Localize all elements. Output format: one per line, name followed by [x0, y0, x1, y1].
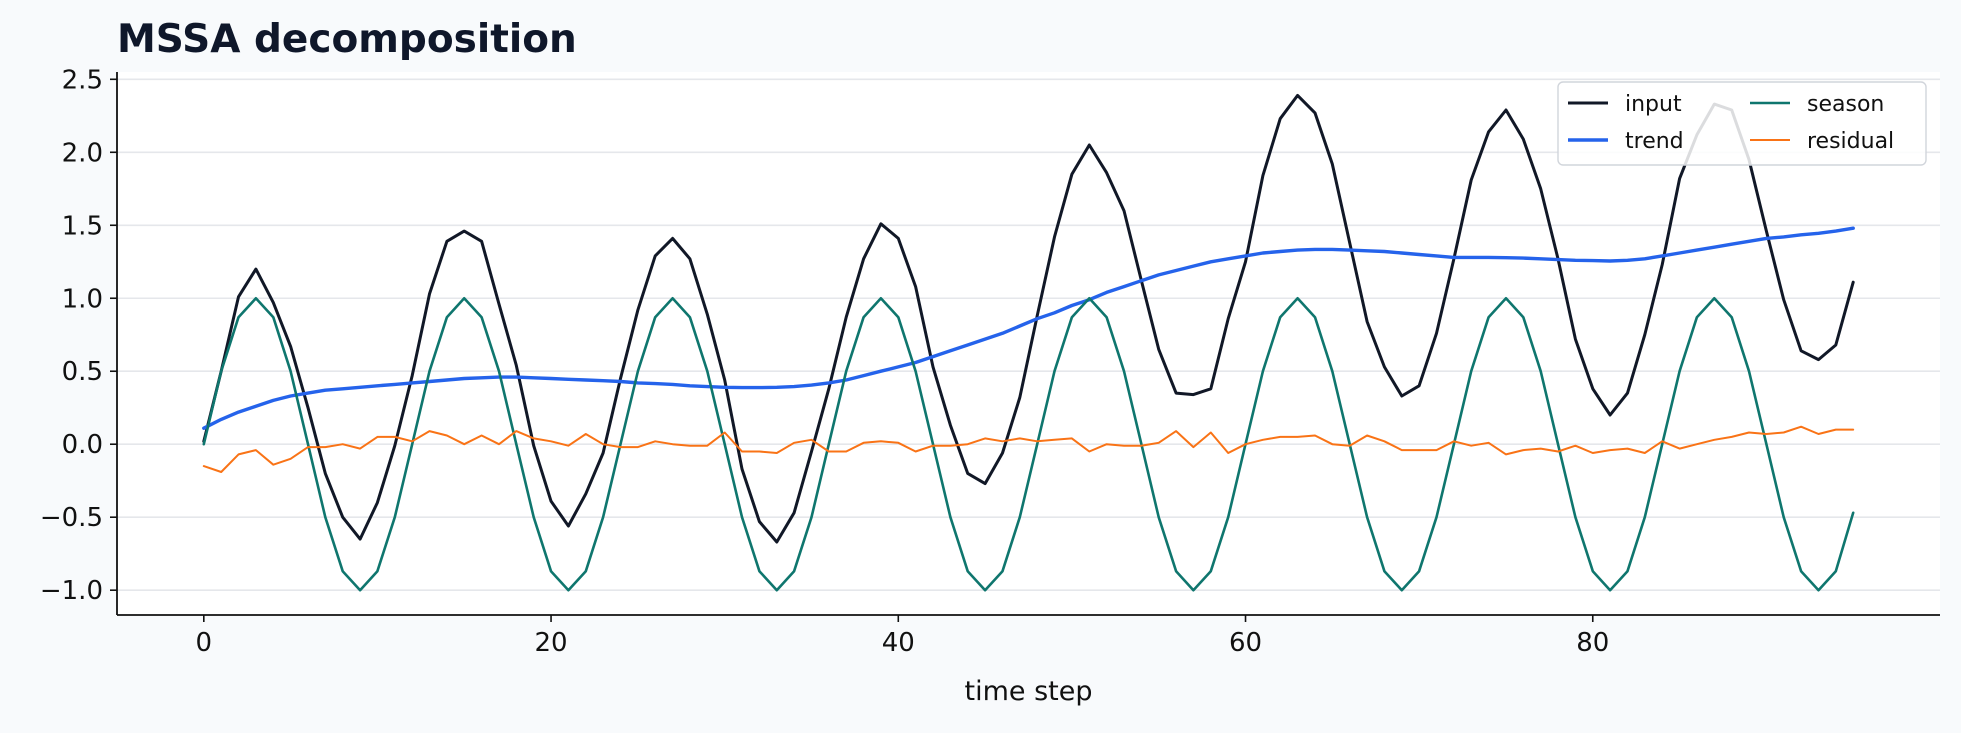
y-tick-label: 1.0 — [62, 284, 103, 314]
y-tick-label: 2.0 — [62, 138, 103, 168]
legend-box — [1557, 81, 1927, 166]
y-tick-label: 0.5 — [62, 357, 103, 387]
x-axis-label: time step — [965, 676, 1093, 707]
series-line-season — [202, 296, 1855, 592]
series-line-residual — [202, 425, 1855, 473]
y-tick-label: 0.0 — [62, 430, 103, 460]
series-lines — [202, 93, 1855, 592]
legend-label-input: input — [1625, 92, 1682, 117]
series-line-trend — [202, 226, 1855, 430]
legend: input trend season residual — [1557, 81, 1927, 166]
x-tick-label: 60 — [1229, 628, 1262, 658]
series-line-input — [202, 93, 1855, 544]
chart-title: MSSA decomposition — [117, 17, 577, 62]
x-tick-label: 20 — [535, 628, 568, 658]
legend-label-season: season — [1807, 92, 1884, 117]
x-tick-label: 80 — [1576, 628, 1609, 658]
x-tick-label: 0 — [196, 628, 213, 658]
legend-label-residual: residual — [1807, 129, 1894, 154]
axes: −1.0 −0.5 0.0 0.5 1.0 1.5 2.0 2.5 0 20 40 60 80 — [40, 65, 1940, 658]
x-tick-label: 40 — [882, 628, 915, 658]
y-tick-label: 2.5 — [62, 65, 103, 95]
y-tick-label: −0.5 — [40, 503, 103, 533]
y-tick-label: 1.5 — [62, 211, 103, 241]
legend-label-trend: trend — [1625, 129, 1684, 154]
y-tick-label: −1.0 — [40, 576, 103, 606]
